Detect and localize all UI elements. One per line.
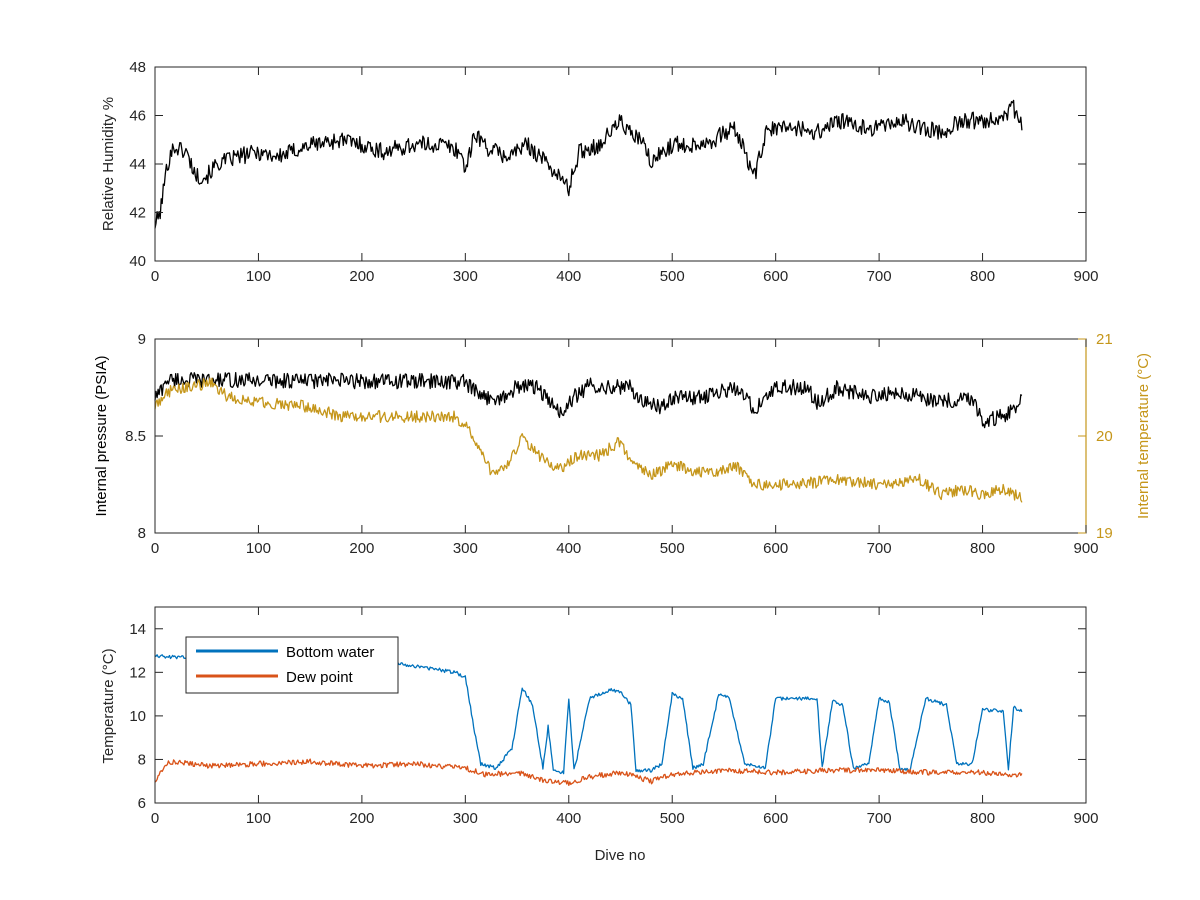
y-tick-label: 6 <box>138 795 146 812</box>
y-tick-label: 40 <box>129 253 146 270</box>
legend-label-dew-point: Dew point <box>286 669 354 686</box>
x-tick-label: 500 <box>660 268 685 285</box>
x-tick-label: 400 <box>556 540 581 557</box>
x-tick-label: 600 <box>763 810 788 827</box>
x-tick-label: 400 <box>556 810 581 827</box>
x-tick-label: 800 <box>970 540 995 557</box>
x-tick-label: 400 <box>556 268 581 285</box>
y2-tick-label: 20 <box>1096 428 1113 445</box>
y-tick-label: 42 <box>129 205 146 222</box>
x-tick-label: 900 <box>1073 268 1098 285</box>
x-tick-label: 100 <box>246 268 271 285</box>
y2-tick-label: 19 <box>1096 525 1113 542</box>
x-tick-label: 700 <box>867 810 892 827</box>
x-tick-label: 700 <box>867 268 892 285</box>
x-tick-label: 800 <box>970 810 995 827</box>
x-tick-label: 700 <box>867 540 892 557</box>
panel-humidity-ylabel: Relative Humidity % <box>100 97 117 231</box>
x-tick-label: 500 <box>660 810 685 827</box>
axes-box <box>154 606 1087 804</box>
x-tick-label: 300 <box>453 540 478 557</box>
legend-box <box>185 636 399 694</box>
y-tick-label: 8.5 <box>125 428 146 445</box>
x-tick-label: 100 <box>246 540 271 557</box>
panel-temperature-axes: 0 100 200 300 400 500 600 700 800 900 6 8 10 12 14 <box>129 606 1099 827</box>
panel-pressure-ylabel: Internal pressure (PSIA) <box>93 356 110 517</box>
legend-label-bottom-water: Bottom water <box>286 644 374 661</box>
x-tick-label: 900 <box>1073 540 1098 557</box>
x-tick-label: 600 <box>763 540 788 557</box>
series-line-series-0 <box>154 371 1023 429</box>
y-tick-label: 12 <box>129 664 146 681</box>
y2-tick-label: 21 <box>1096 331 1113 348</box>
x-tick-label: 200 <box>349 268 374 285</box>
y-tick-label: 14 <box>129 621 146 638</box>
x-tick-label: 200 <box>349 810 374 827</box>
x-tick-label: 0 <box>151 810 159 827</box>
y-tick-label: 48 <box>129 59 146 76</box>
x-tick-label: 300 <box>453 268 478 285</box>
legend: Bottom water Dew point <box>185 636 399 694</box>
x-tick-label: 800 <box>970 268 995 285</box>
panel-humidity-lines <box>154 99 1023 229</box>
x-tick-label: 300 <box>453 810 478 827</box>
panel-temperature-xlabel: Dive no <box>595 847 646 864</box>
panel-pressure-lines <box>154 371 1023 503</box>
y-tick-label: 8 <box>138 525 146 542</box>
x-tick-label: 900 <box>1073 810 1098 827</box>
x-tick-label: 100 <box>246 810 271 827</box>
x-tick-label: 200 <box>349 540 374 557</box>
y-tick-label: 8 <box>138 751 146 768</box>
x-tick-label: 0 <box>151 268 159 285</box>
panel-pressure-y2label: Internal temperature (°C) <box>1135 353 1152 519</box>
series-line-series-1 <box>154 377 1023 503</box>
panel-pressure: 0 100 200 300 400 500 600 700 800 90088.59192021 … <box>93 331 1152 557</box>
y-tick-label: 46 <box>129 108 146 125</box>
series-line-series-0 <box>154 99 1023 229</box>
panel-humidity: 0 100 200 300 400 500 600 700 800 900 40 42 44 46 48 R… <box>100 59 1099 285</box>
x-tick-label: 500 <box>660 540 685 557</box>
y-tick-label: 44 <box>129 156 146 173</box>
series-line-dew-point <box>154 758 1023 787</box>
panel-pressure-axes: 0 100 200 300 400 500 600 700 800 900 8 8.5 9 19 20 21 <box>125 331 1113 557</box>
y-tick-label: 9 <box>138 331 146 348</box>
panel-humidity-axes: 0 100 200 300 400 500 600 700 800 900 40 42 44 46 48 <box>129 59 1098 285</box>
x-tick-label: 0 <box>151 540 159 557</box>
x-tick-label: 600 <box>763 268 788 285</box>
panel-temperature: 0 100 200 300 400 500 600 700 800 900 6 8 10 12 14 Tem… <box>100 606 1099 864</box>
panel-temperature-ylabel: Temperature (°C) <box>100 648 117 763</box>
y-tick-label: 10 <box>129 708 146 725</box>
